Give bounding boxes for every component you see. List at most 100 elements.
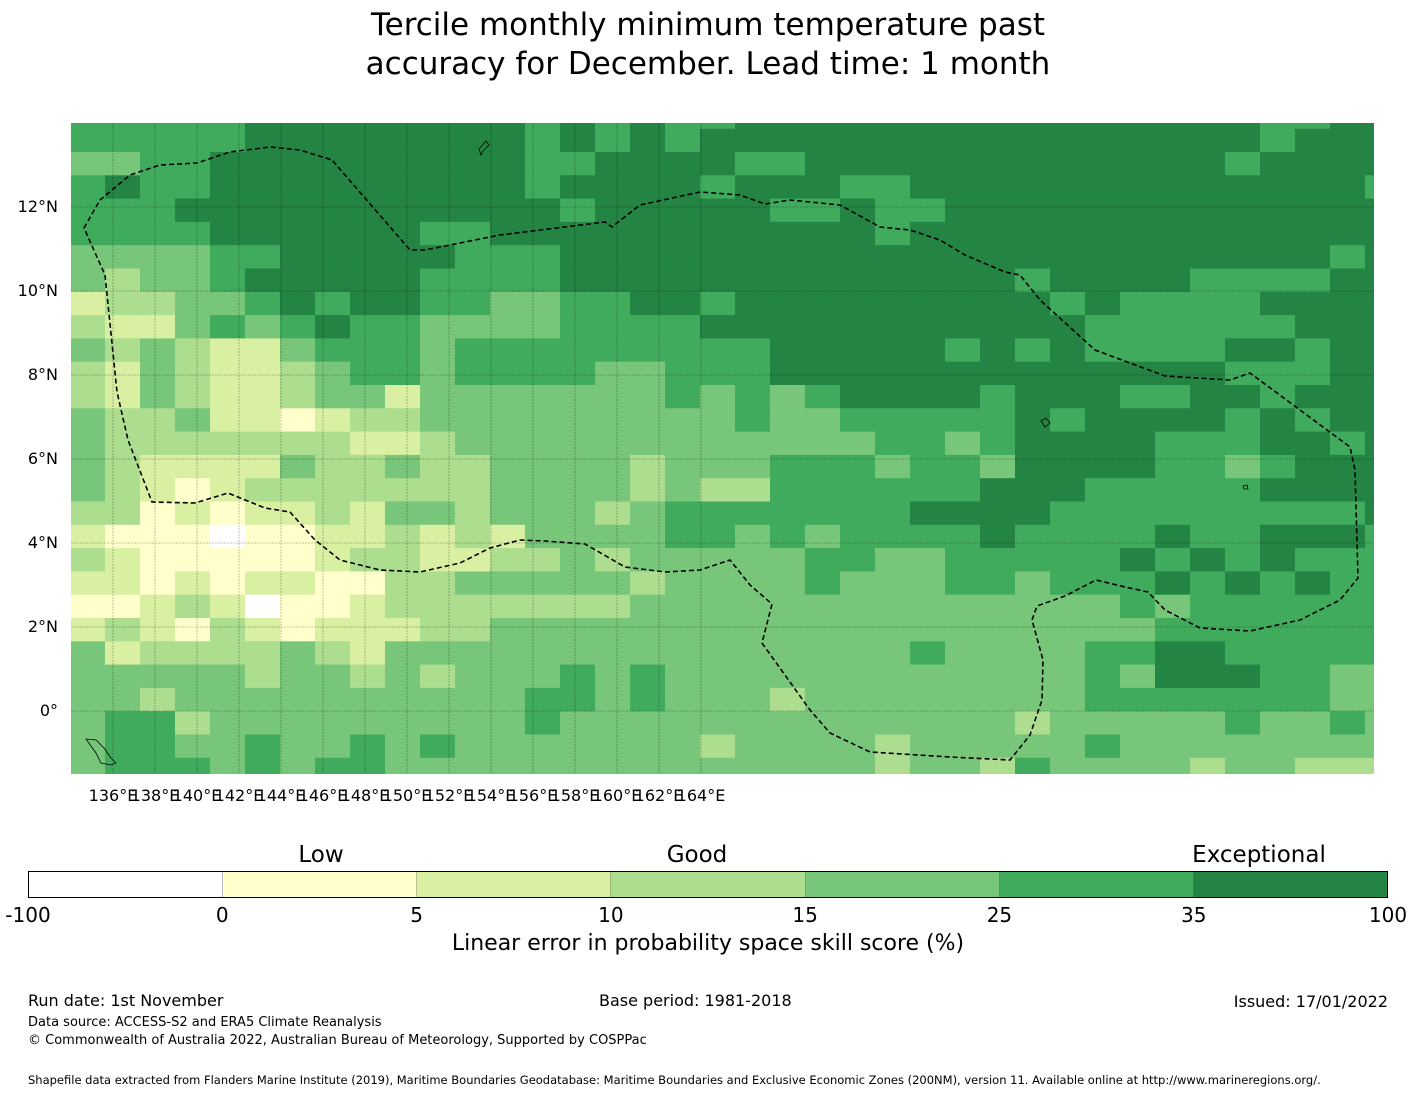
grid-cell xyxy=(665,548,701,572)
grid-cell xyxy=(1330,687,1366,712)
grid-cell xyxy=(665,408,701,433)
grid-cell xyxy=(280,198,316,223)
grid-cell xyxy=(560,123,596,130)
grid-cell xyxy=(140,524,176,549)
colorbar-label: Linear error in probability space skill … xyxy=(451,931,965,956)
grid-cell xyxy=(315,221,351,246)
grid-cell xyxy=(560,711,596,735)
grid-cell xyxy=(665,291,701,316)
grid-cell xyxy=(71,524,106,549)
grid-cell xyxy=(1260,431,1296,456)
grid-cell xyxy=(1330,501,1366,526)
grid-cell xyxy=(420,128,456,153)
grid-cell xyxy=(105,734,141,759)
grid-cell xyxy=(665,245,701,269)
grid-cell xyxy=(1260,501,1296,526)
grid-cell xyxy=(140,757,176,774)
grid-cell xyxy=(1330,291,1366,316)
grid-cell xyxy=(525,618,561,642)
grid-cell xyxy=(1330,594,1366,619)
grid-cell xyxy=(1330,315,1366,339)
grid-cell xyxy=(385,175,421,200)
grid-cell xyxy=(280,478,316,502)
grid-cell xyxy=(420,478,456,502)
grid-cell xyxy=(840,501,876,526)
grid-cell xyxy=(210,757,246,774)
grid-cell xyxy=(1190,594,1226,619)
grid-cell xyxy=(735,431,771,456)
grid-cell xyxy=(630,641,666,666)
grid-cell xyxy=(560,664,596,689)
grid-cell xyxy=(175,385,211,409)
grid-cell xyxy=(71,501,106,526)
grid-cell xyxy=(1155,757,1191,774)
grid-cell xyxy=(1190,571,1226,596)
grid-cell xyxy=(1295,571,1331,596)
grid-cell xyxy=(420,268,456,293)
grid-cell xyxy=(1365,198,1374,223)
grid-cell xyxy=(560,385,596,409)
grid-cell xyxy=(560,757,596,774)
grid-cell xyxy=(1085,245,1121,269)
grid-cell xyxy=(71,361,106,386)
grid-cell xyxy=(350,524,386,549)
grid-cell xyxy=(1295,152,1331,176)
grid-cell xyxy=(1050,618,1086,642)
grid-cell xyxy=(455,175,491,200)
grid-cell xyxy=(280,431,316,456)
grid-cell xyxy=(770,478,806,502)
grid-cell xyxy=(805,123,841,130)
grid-cell xyxy=(1365,571,1374,596)
grid-cell xyxy=(665,315,701,339)
grid-cell xyxy=(1050,711,1086,735)
grid-cell xyxy=(560,641,596,666)
grid-cell xyxy=(1295,757,1331,774)
grid-cell xyxy=(245,734,281,759)
grid-cell xyxy=(630,315,666,339)
grid-cell xyxy=(1225,687,1261,712)
grid-cell xyxy=(700,221,736,246)
grid-cell xyxy=(1260,221,1296,246)
grid-cell xyxy=(455,361,491,386)
chart-title: Tercile monthly minimum temperature past… xyxy=(0,6,1416,84)
grid-cell xyxy=(105,687,141,712)
grid-cell xyxy=(560,734,596,759)
grid-cell xyxy=(140,338,176,363)
grid-cell xyxy=(1015,385,1051,409)
grid-cell xyxy=(1050,641,1086,666)
grid-cell xyxy=(980,734,1016,759)
grid-cell xyxy=(1155,431,1191,456)
grid-cell xyxy=(980,175,1016,200)
grid-cell xyxy=(1295,548,1331,572)
grid-cell xyxy=(350,454,386,479)
grid-cell xyxy=(455,431,491,456)
grid-cell xyxy=(385,152,421,176)
grid-cell xyxy=(1085,734,1121,759)
grid-cell xyxy=(980,268,1016,293)
grid-cell xyxy=(630,361,666,386)
grid-cell xyxy=(1120,571,1156,596)
grid-cell xyxy=(665,711,701,735)
colorbar-segment xyxy=(999,872,1194,897)
grid-cell xyxy=(175,408,211,433)
grid-cell xyxy=(420,594,456,619)
grid-cell xyxy=(490,268,526,293)
colorbar-segment xyxy=(1193,872,1387,897)
grid-cell xyxy=(71,268,106,293)
grid-cell xyxy=(1295,291,1331,316)
grid-cell xyxy=(105,268,141,293)
grid-cell xyxy=(490,501,526,526)
grid-cell xyxy=(735,268,771,293)
grid-cell xyxy=(1190,641,1226,666)
grid-cell xyxy=(280,524,316,549)
grid-cell xyxy=(910,548,946,572)
grid-cell xyxy=(770,687,806,712)
grid-cell xyxy=(490,711,526,735)
grid-cell xyxy=(630,618,666,642)
colorbar-segment xyxy=(29,872,224,897)
grid-cell xyxy=(280,221,316,246)
grid-cell xyxy=(805,245,841,269)
grid-cell xyxy=(1190,478,1226,502)
grid-cell xyxy=(175,501,211,526)
grid-cell xyxy=(350,268,386,293)
